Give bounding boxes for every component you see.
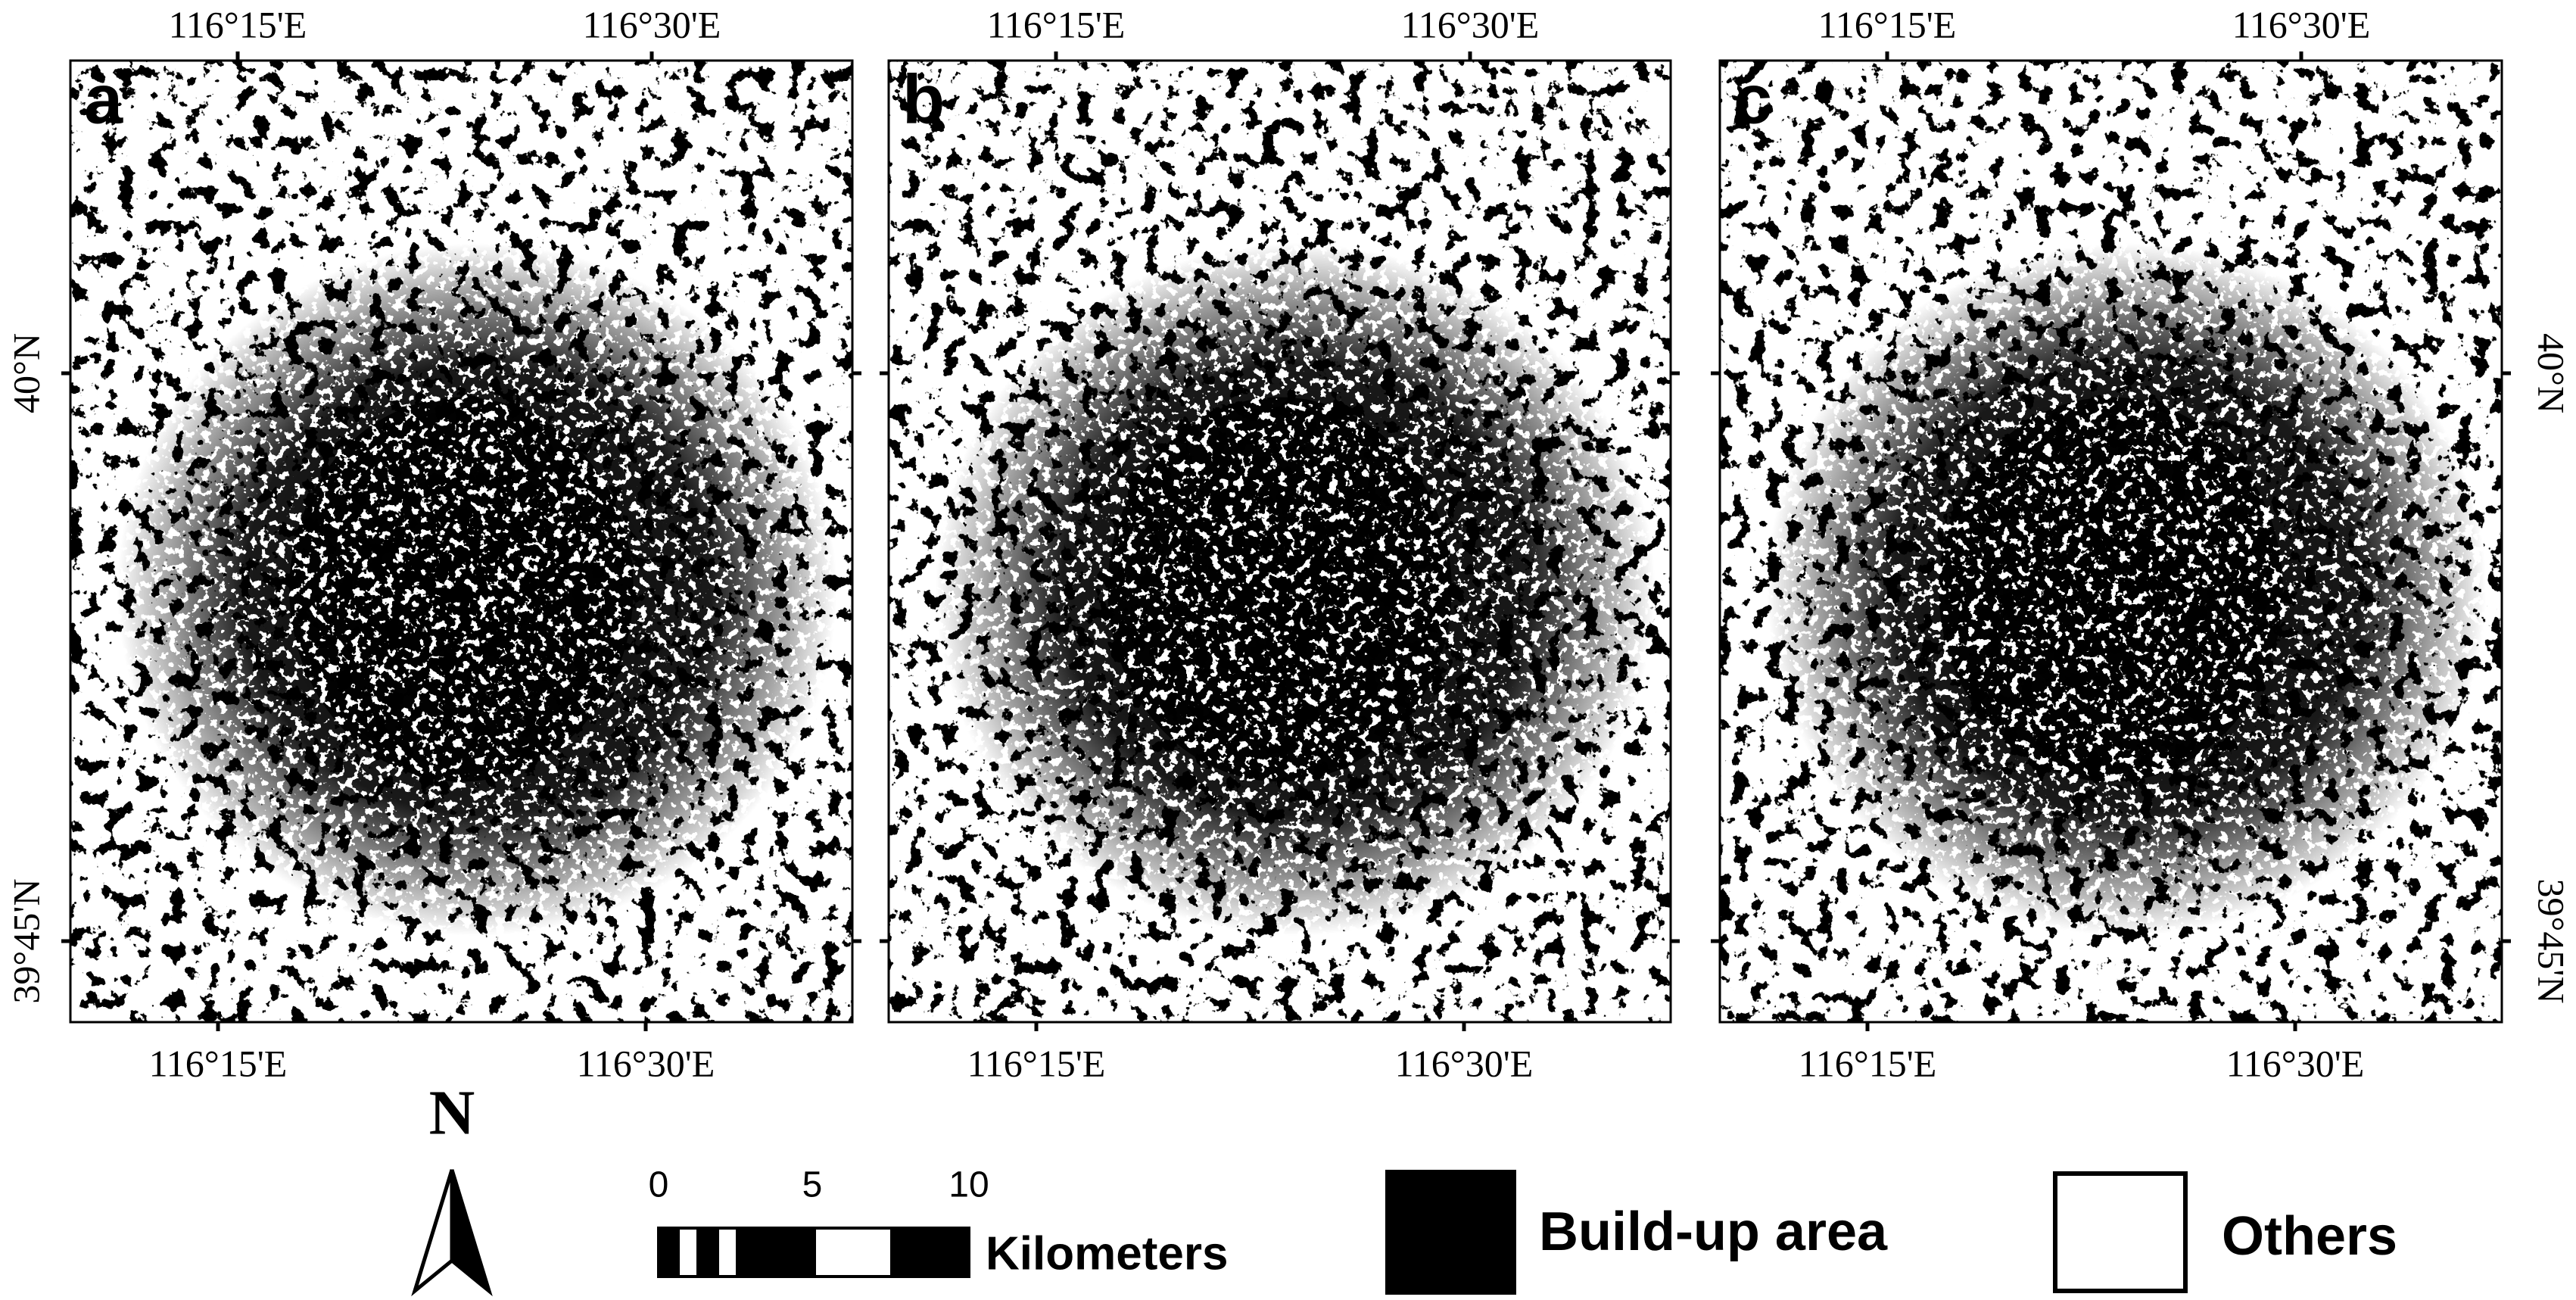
map-frame (887, 59, 1672, 1024)
map-frame (69, 59, 854, 1024)
bottom-coordinate: 116°15'E (1799, 1042, 1937, 1084)
urban-center (1939, 397, 2283, 782)
bottom-coordinate: 116°15'E (149, 1042, 288, 1084)
scale-label: 0 (649, 1165, 669, 1205)
right-coordinate: 39°45'N (2531, 878, 2573, 1003)
right-coordinate: 40°N (2531, 333, 2573, 413)
bottom-coordinate: 116°30'E (577, 1042, 715, 1084)
panel-label: a (84, 61, 123, 138)
bottom-coordinate: 116°30'E (2226, 1042, 2365, 1084)
left-coordinate: 40°N (5, 333, 47, 413)
north-label: N (429, 1077, 475, 1148)
top-coordinate: 116°15'E (1818, 3, 1957, 45)
top-coordinate: 116°15'E (169, 3, 307, 45)
map-raster (70, 61, 852, 1022)
top-coordinate: 116°15'E (987, 3, 1126, 45)
map-panel: c 116°15'E 116°30'E 116°15'E 116°30'E (1711, 3, 2511, 1084)
left-coordinate: 39°45'N (5, 878, 47, 1003)
map-raster (889, 61, 1671, 1022)
map-panel: b 116°15'E 116°30'E 116°15'E 116°30'E (880, 3, 1680, 1084)
map-panel: a 116°15'E 116°30'E 116°15'E 116°30'E (61, 3, 861, 1084)
legend-label: Others (2222, 1206, 2397, 1267)
top-coordinate: 116°30'E (1401, 3, 1540, 45)
north-arrow (411, 1169, 493, 1297)
bottom-coordinate: 116°15'E (967, 1042, 1106, 1084)
scale-label: 5 (802, 1165, 823, 1205)
panel-label: c (1733, 61, 1772, 138)
legend-swatch (2053, 1171, 2188, 1293)
panel-label: b (902, 61, 945, 138)
scale-unit: Kilometers (986, 1227, 1228, 1280)
top-coordinate: 116°30'E (583, 3, 721, 45)
scale-label: 10 (948, 1165, 989, 1205)
bottom-coordinate: 116°30'E (1395, 1042, 1534, 1084)
map-frame (1718, 59, 2503, 1024)
map-raster (1720, 61, 2502, 1022)
legend-swatch (1385, 1170, 1516, 1295)
legend-label: Build-up area (1539, 1202, 1888, 1262)
urban-center (1107, 397, 1452, 782)
top-coordinate: 116°30'E (2232, 3, 2371, 45)
urban-center (289, 397, 634, 782)
scale-bar (657, 1227, 970, 1278)
